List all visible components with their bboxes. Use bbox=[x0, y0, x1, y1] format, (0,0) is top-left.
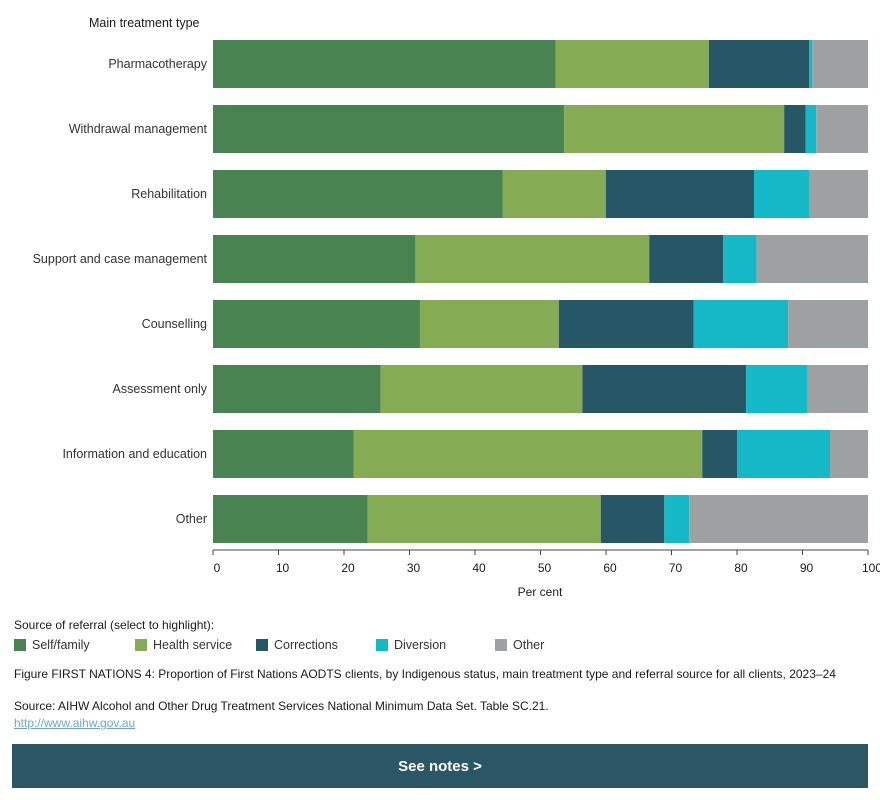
bar-counselling-other[interactable] bbox=[788, 300, 868, 348]
legend-swatch bbox=[14, 639, 26, 651]
bar-pharmacotherapy-self-family[interactable] bbox=[213, 40, 556, 88]
bar-information-and-education-self-family[interactable] bbox=[213, 430, 354, 478]
legend-item-health-service[interactable]: Health service bbox=[135, 638, 232, 652]
bar-rehabilitation-corrections[interactable] bbox=[606, 170, 755, 218]
x-axis: 0 10 20 30 40 50 60 70 80 90 100 bbox=[212, 549, 880, 575]
stacked-bar-chart: Main treatment type Pharmacotherapy Withd… bbox=[33, 16, 880, 599]
bar-withdrawal-management-corrections[interactable] bbox=[784, 105, 806, 153]
bar-withdrawal-management-self-family[interactable] bbox=[213, 105, 565, 153]
x-tick-label: 30 bbox=[407, 561, 421, 575]
category-label: Assessment only bbox=[113, 382, 208, 396]
legend-item-self-family[interactable]: Self/family bbox=[14, 638, 90, 652]
x-tick-label: 100 bbox=[862, 561, 880, 575]
category-labels: Pharmacotherapy Withdrawal management Reha… bbox=[33, 57, 208, 526]
bar-support-and-case-management-diversion[interactable] bbox=[723, 235, 757, 283]
bar-information-and-education-corrections[interactable] bbox=[702, 430, 737, 478]
bar-counselling-diversion[interactable] bbox=[693, 300, 789, 348]
bar-rehabilitation-diversion[interactable] bbox=[754, 170, 810, 218]
bar-information-and-education-health-service[interactable] bbox=[353, 430, 703, 478]
bar-other-health-service[interactable] bbox=[367, 495, 601, 543]
x-axis-label: Per cent bbox=[518, 585, 563, 599]
legend-item-other[interactable]: Other bbox=[495, 638, 544, 652]
bar-assessment-only-self-family[interactable] bbox=[213, 365, 381, 413]
legend-label: Self/family bbox=[32, 638, 90, 652]
bar-pharmacotherapy-health-service[interactable] bbox=[555, 40, 709, 88]
bar-withdrawal-management-diversion[interactable] bbox=[805, 105, 817, 153]
bar-information-and-education-diversion[interactable] bbox=[737, 430, 831, 478]
category-label: Other bbox=[176, 512, 207, 526]
legend-item-diversion[interactable]: Diversion bbox=[376, 638, 446, 652]
legend-swatch bbox=[135, 639, 147, 651]
x-tick-label: 40 bbox=[472, 561, 486, 575]
bar-assessment-only-other[interactable] bbox=[807, 365, 868, 413]
bar-rehabilitation-other[interactable] bbox=[809, 170, 868, 218]
category-label: Information and education bbox=[62, 447, 207, 461]
legend-title: Source of referral (select to highlight)… bbox=[14, 618, 215, 632]
bar-pharmacotherapy-diversion[interactable] bbox=[809, 40, 813, 88]
bar-other-corrections[interactable] bbox=[600, 495, 665, 543]
legend-label: Other bbox=[513, 638, 545, 652]
category-label: Withdrawal management bbox=[69, 122, 208, 136]
bar-assessment-only-corrections[interactable] bbox=[582, 365, 747, 413]
legend-label: Corrections bbox=[274, 638, 338, 652]
x-tick-label: 50 bbox=[538, 561, 552, 575]
legend-item-corrections[interactable]: Corrections bbox=[256, 638, 338, 652]
bar-withdrawal-management-other[interactable] bbox=[816, 105, 868, 153]
bar-counselling-health-service[interactable] bbox=[419, 300, 559, 348]
bar-pharmacotherapy-other[interactable] bbox=[812, 40, 868, 88]
x-tick-label: 60 bbox=[603, 561, 617, 575]
bar-support-and-case-management-self-family[interactable] bbox=[213, 235, 416, 283]
x-tick-label: 80 bbox=[734, 561, 748, 575]
legend-swatch bbox=[256, 639, 268, 651]
legend-label: Health service bbox=[153, 638, 233, 652]
bar-rehabilitation-health-service[interactable] bbox=[502, 170, 606, 218]
bar-counselling-corrections[interactable] bbox=[558, 300, 694, 348]
bar-assessment-only-diversion[interactable] bbox=[746, 365, 808, 413]
bar-other-other[interactable] bbox=[689, 495, 868, 543]
legend: Source of referral (select to highlight)… bbox=[14, 618, 614, 658]
x-tick-label: 0 bbox=[214, 561, 221, 575]
x-tick-label: 20 bbox=[341, 561, 355, 575]
bar-other-diversion[interactable] bbox=[664, 495, 690, 543]
bars-group bbox=[213, 40, 868, 543]
legend-label: Diversion bbox=[394, 638, 447, 652]
figure-caption: Figure FIRST NATIONS 4: Proportion of Fi… bbox=[14, 667, 836, 681]
bar-information-and-education-other[interactable] bbox=[830, 430, 868, 478]
legend-swatch bbox=[376, 639, 388, 651]
y-axis-title: Main treatment type bbox=[89, 16, 200, 30]
bar-pharmacotherapy-corrections[interactable] bbox=[708, 40, 810, 88]
bar-counselling-self-family[interactable] bbox=[213, 300, 420, 348]
category-label: Support and case management bbox=[33, 252, 208, 266]
category-label: Rehabilitation bbox=[131, 187, 207, 201]
legend-items: Self/family Health service Corrections Dive… bbox=[14, 636, 614, 658]
x-tick-label: 70 bbox=[669, 561, 683, 575]
bar-other-self-family[interactable] bbox=[213, 495, 368, 543]
bar-support-and-case-management-health-service[interactable] bbox=[415, 235, 650, 283]
bar-assessment-only-health-service[interactable] bbox=[380, 365, 583, 413]
category-label: Pharmacotherapy bbox=[108, 57, 207, 71]
source-note: Source: AIHW Alcohol and Other Drug Trea… bbox=[14, 699, 549, 713]
x-tick-label: 10 bbox=[276, 561, 290, 575]
see-notes-button[interactable]: See notes > bbox=[12, 744, 868, 788]
x-tick-label: 90 bbox=[800, 561, 814, 575]
legend-swatch bbox=[495, 639, 507, 651]
category-label: Counselling bbox=[142, 317, 207, 331]
bar-rehabilitation-self-family[interactable] bbox=[213, 170, 503, 218]
source-link[interactable]: http://www.aihw.gov.au bbox=[14, 716, 136, 730]
bar-support-and-case-management-other[interactable] bbox=[756, 235, 868, 283]
bar-withdrawal-management-health-service[interactable] bbox=[564, 105, 785, 153]
bar-support-and-case-management-corrections[interactable] bbox=[649, 235, 724, 283]
